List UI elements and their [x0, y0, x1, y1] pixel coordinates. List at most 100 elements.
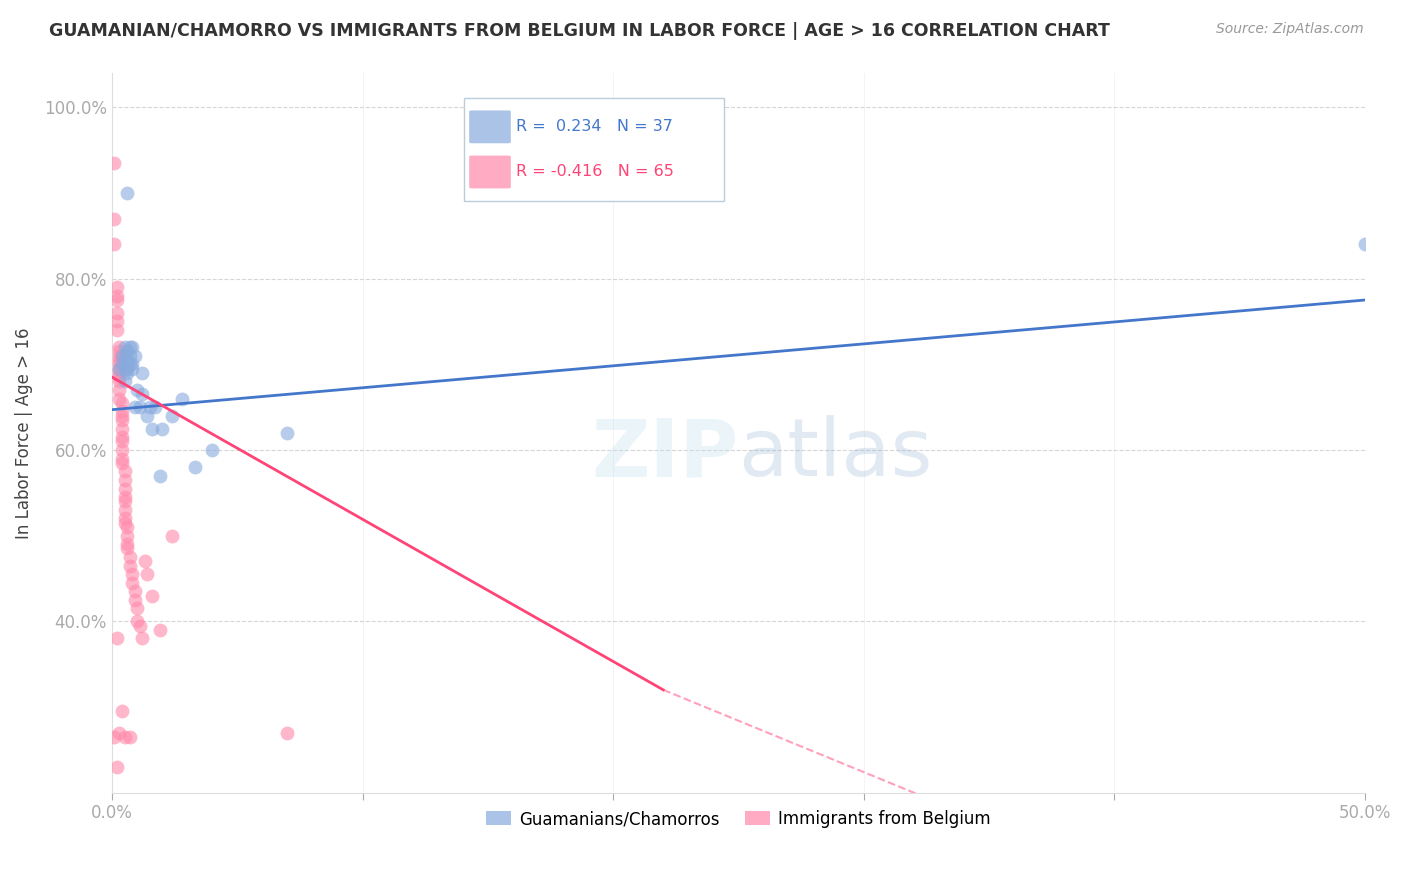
Point	[276, 425, 298, 440]
Point	[172, 392, 194, 406]
Point	[115, 520, 138, 534]
Point	[108, 344, 131, 359]
Point	[108, 375, 131, 389]
Point	[121, 567, 143, 582]
Point	[115, 186, 138, 200]
Point	[128, 618, 150, 632]
Point	[136, 409, 159, 423]
Point	[111, 442, 134, 457]
Y-axis label: In Labor Force | Age > 16: In Labor Force | Age > 16	[15, 327, 32, 539]
Text: ZIP: ZIP	[591, 416, 738, 493]
Point	[124, 593, 146, 607]
Point	[108, 349, 131, 363]
Point	[131, 387, 153, 401]
Point	[131, 632, 153, 646]
Point	[1354, 237, 1376, 252]
Point	[105, 293, 128, 307]
Point	[105, 323, 128, 337]
Point	[183, 460, 205, 475]
Point	[111, 430, 134, 444]
Point	[114, 473, 136, 487]
Point	[105, 632, 128, 646]
Point	[121, 361, 143, 376]
Point	[114, 482, 136, 496]
Point	[108, 725, 131, 739]
FancyBboxPatch shape	[470, 111, 510, 144]
Point	[118, 558, 141, 573]
Point	[108, 366, 131, 380]
Point	[105, 280, 128, 294]
Point	[108, 370, 131, 384]
Point	[103, 211, 125, 226]
Point	[114, 361, 136, 376]
Point	[108, 340, 131, 354]
Point	[103, 730, 125, 744]
Point	[124, 400, 146, 414]
Point	[121, 340, 143, 354]
Point	[138, 400, 160, 414]
Point	[125, 383, 148, 397]
Point	[111, 451, 134, 466]
Point	[111, 413, 134, 427]
Point	[108, 357, 131, 371]
Point	[276, 725, 298, 739]
Point	[148, 468, 170, 483]
Legend: Guamanians/Chamorros, Immigrants from Belgium: Guamanians/Chamorros, Immigrants from Be…	[479, 804, 997, 835]
Point	[111, 704, 134, 718]
Text: atlas: atlas	[738, 416, 932, 493]
Point	[118, 549, 141, 564]
Point	[143, 400, 166, 414]
Point	[103, 237, 125, 252]
FancyBboxPatch shape	[464, 98, 724, 201]
Point	[118, 730, 141, 744]
Point	[114, 349, 136, 363]
Point	[141, 421, 163, 435]
Point	[105, 314, 128, 328]
Point	[118, 357, 141, 371]
Point	[115, 366, 138, 380]
Point	[115, 361, 138, 376]
Text: Source: ZipAtlas.com: Source: ZipAtlas.com	[1216, 22, 1364, 37]
Point	[124, 584, 146, 599]
Point	[141, 589, 163, 603]
Point	[111, 434, 134, 449]
Text: R =  0.234   N = 37: R = 0.234 N = 37	[516, 120, 673, 135]
Point	[115, 344, 138, 359]
Point	[115, 537, 138, 551]
Point	[111, 456, 134, 470]
Point	[121, 357, 143, 371]
Point	[118, 349, 141, 363]
FancyBboxPatch shape	[470, 155, 510, 188]
Point	[125, 601, 148, 615]
Point	[115, 541, 138, 556]
Point	[150, 421, 173, 435]
Point	[114, 516, 136, 530]
Point	[103, 156, 125, 170]
Point	[111, 404, 134, 418]
Point	[136, 567, 159, 582]
Point	[105, 760, 128, 774]
Point	[105, 289, 128, 303]
Point	[160, 409, 183, 423]
Point	[108, 392, 131, 406]
Point	[108, 361, 131, 376]
Point	[114, 490, 136, 504]
Point	[111, 396, 134, 410]
Text: GUAMANIAN/CHAMORRO VS IMMIGRANTS FROM BELGIUM IN LABOR FORCE | AGE > 16 CORRELAT: GUAMANIAN/CHAMORRO VS IMMIGRANTS FROM BE…	[49, 22, 1111, 40]
Point	[111, 357, 134, 371]
Point	[108, 361, 131, 376]
Point	[111, 349, 134, 363]
Point	[111, 409, 134, 423]
Point	[114, 730, 136, 744]
Point	[114, 464, 136, 478]
Point	[201, 442, 224, 457]
Point	[118, 340, 141, 354]
Point	[121, 575, 143, 590]
Point	[114, 375, 136, 389]
Point	[114, 511, 136, 525]
Point	[115, 353, 138, 368]
Point	[131, 366, 153, 380]
Point	[114, 340, 136, 354]
Point	[105, 306, 128, 320]
Point	[111, 421, 134, 435]
